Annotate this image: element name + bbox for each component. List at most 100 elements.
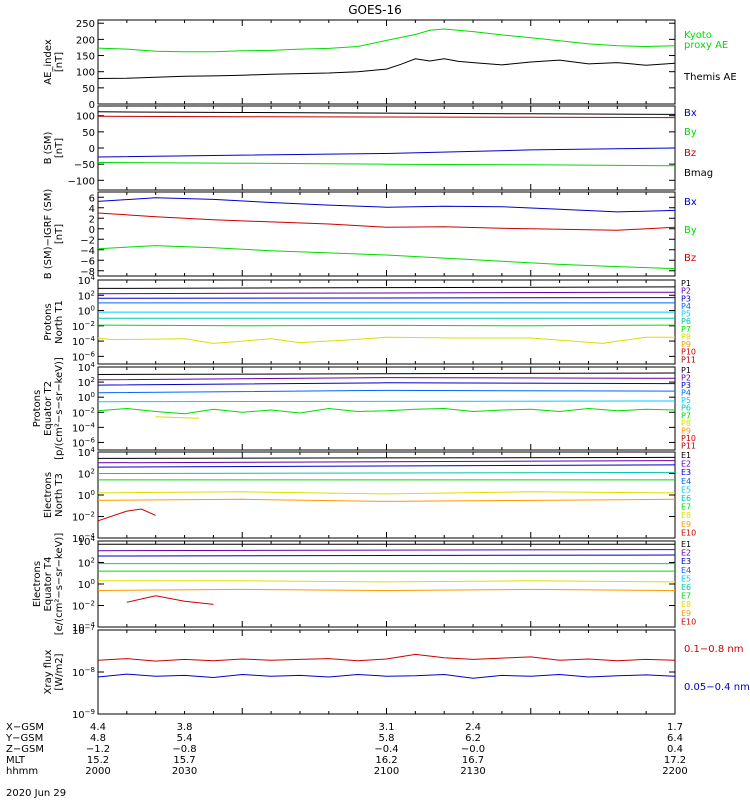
y-tick-label: 10−2 [72,600,95,613]
series-line-P1 [97,372,676,375]
orbit-value: 1.7 [667,722,683,733]
y-tick-label: 102 [78,376,95,389]
y-tick-label: −8 [80,267,95,278]
legend-channel: P8 [681,332,691,341]
legend-channel: P11 [681,441,696,450]
orbit-value: 2130 [460,766,485,777]
legend-channel: P5 [681,310,691,319]
series-line-0.1−0.8 nm [97,653,676,662]
series-line-P2 [97,291,676,295]
y-tick-label: 10−2 [72,511,95,524]
panel-2: 100 50 0 −50 −100 B (SM) [nT] Bx By Bz Bmag [43,105,713,191]
y-tick-label: 10−7 [72,624,95,637]
series-line-P5 [97,400,676,403]
legend-channel: P6 [681,404,691,413]
y-tick-label: 10−2 [72,320,95,333]
y-axis-label: AE_index [43,39,54,85]
orbit-value: 2000 [85,766,110,777]
series-line-Bz [97,212,676,231]
legend-channel: P2 [681,287,691,296]
orbit-value: −0.4 [374,744,398,755]
series-line-Themis AE [97,58,676,79]
orbit-value: 4.8 [90,733,106,744]
legend-channel: E3 [681,557,691,566]
orbit-row-label: hhmm [6,766,38,777]
y-tick-label: −4 [80,246,95,257]
legend-entry: Bx [684,197,697,208]
legend-channel: P11 [681,355,696,364]
y-tick-label: 10−4 [72,421,96,434]
y-tick-label: −6 [80,256,95,267]
legend-channel: E1 [681,451,691,460]
legend-entry: proxy AE [684,40,728,51]
legend-channel: P9 [681,426,691,435]
legend-channel: P4 [681,302,691,311]
y-tick-label: 102 [78,557,95,570]
series-line-E9 [126,595,214,605]
legend-entry: Themis AE [683,72,737,83]
y-tick-label: 100 [78,305,95,318]
y-tick-label: 250 [76,19,95,30]
y-tick-label: 104 [78,535,96,548]
y-tick-label: 50 [82,84,95,95]
series-line-Kyoto proxy AE [97,28,676,53]
legend-entry: Bz [684,253,696,264]
series-line-E1 [97,456,676,459]
y-axis-label: North T1 [54,300,65,344]
panel-frame [97,540,676,628]
legend-channel: P3 [681,381,691,390]
legend-channel: E6 [681,583,691,592]
legend-channel: P4 [681,389,691,398]
legend-channel: E8 [681,600,691,609]
legend-channel: E2 [681,549,691,558]
legend-channel: P5 [681,396,691,405]
orbit-value: 2100 [374,766,399,777]
series-line-E2 [97,549,676,552]
series-line-P1 [97,286,676,289]
orbit-value: 15.2 [87,755,109,766]
orbit-row-label: Z−GSM [6,744,44,755]
y-tick-label: 100 [78,578,95,591]
y-tick-label: 4 [89,204,95,215]
y-tick-label: 100 [78,489,95,502]
panel-8: 10−7 10−8 10−9 Xray flux [W/m2] 0.1−0.8 nm 0.0… [43,624,750,721]
orbit-value: −0.8 [172,744,196,755]
y-axis-label: Protons [32,390,43,427]
legend-channel: P7 [681,325,691,334]
series-line-P4 [97,389,676,394]
y-axis-label: B (SM) [43,131,54,164]
orbit-value: −0.0 [461,744,485,755]
legend-channel: E10 [681,617,696,626]
orbit-value: 0.4 [667,744,683,755]
legend-channel: P8 [681,419,691,428]
legend-channel: P7 [681,411,691,420]
series-line-P7 [97,324,676,327]
y-axis-label: [nT] [54,52,65,72]
y-tick-label: 10−8 [72,666,95,679]
y-axis-label: North T3 [54,473,65,517]
legend-channel: P2 [681,374,691,383]
legend-channel: E3 [681,468,691,477]
legend-channel: E9 [681,520,691,529]
series-line-E2 [97,460,676,464]
legend-channel: E7 [681,503,691,512]
series-line-P7 [155,416,200,419]
y-tick-label: 10−9 [72,708,95,721]
orbit-value: 4.4 [90,722,106,733]
y-tick-label: 104 [78,361,96,374]
orbit-row-label: Y−GSM [5,733,43,744]
panel-4: 104 102 100 10−2 10−4 10−6 Protons North T1 P1P2… [43,274,696,365]
legend-entry: Kyoto [684,30,712,41]
legend-channel: P1 [681,279,691,288]
orbit-value: 3.8 [177,722,193,733]
legend-channel: E4 [681,477,691,486]
series-line-E3 [97,464,676,468]
orbit-value: 3.1 [379,722,395,733]
legend-channel: P1 [681,366,691,375]
legend-entry: Bz [684,148,696,159]
legend-channel: E1 [681,540,691,549]
y-tick-label: 100 [78,391,95,404]
legend-channel: E7 [681,592,691,601]
